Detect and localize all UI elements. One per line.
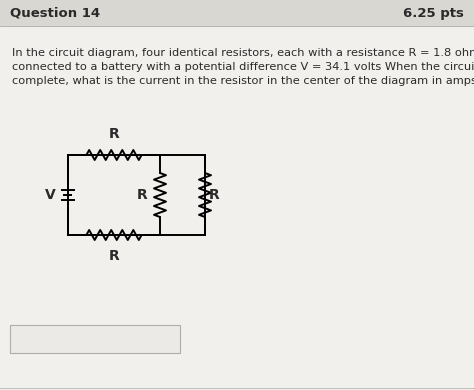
Text: V: V bbox=[45, 188, 56, 202]
Text: complete, what is the current in the resistor in the center of the diagram in am: complete, what is the current in the res… bbox=[12, 76, 474, 86]
Text: Question 14: Question 14 bbox=[10, 7, 100, 20]
Text: In the circuit diagram, four identical resistors, each with a resistance R = 1.8: In the circuit diagram, four identical r… bbox=[12, 48, 474, 58]
Text: R: R bbox=[109, 127, 119, 141]
Text: R: R bbox=[209, 188, 220, 202]
Text: R: R bbox=[109, 249, 119, 263]
Text: R: R bbox=[137, 188, 148, 202]
Text: connected to a battery with a potential difference V = 34.1 volts When the circu: connected to a battery with a potential … bbox=[12, 62, 474, 72]
Bar bbox=[0, 0, 474, 26]
Bar bbox=[10, 325, 180, 353]
Text: 6.25 pts: 6.25 pts bbox=[403, 7, 464, 20]
